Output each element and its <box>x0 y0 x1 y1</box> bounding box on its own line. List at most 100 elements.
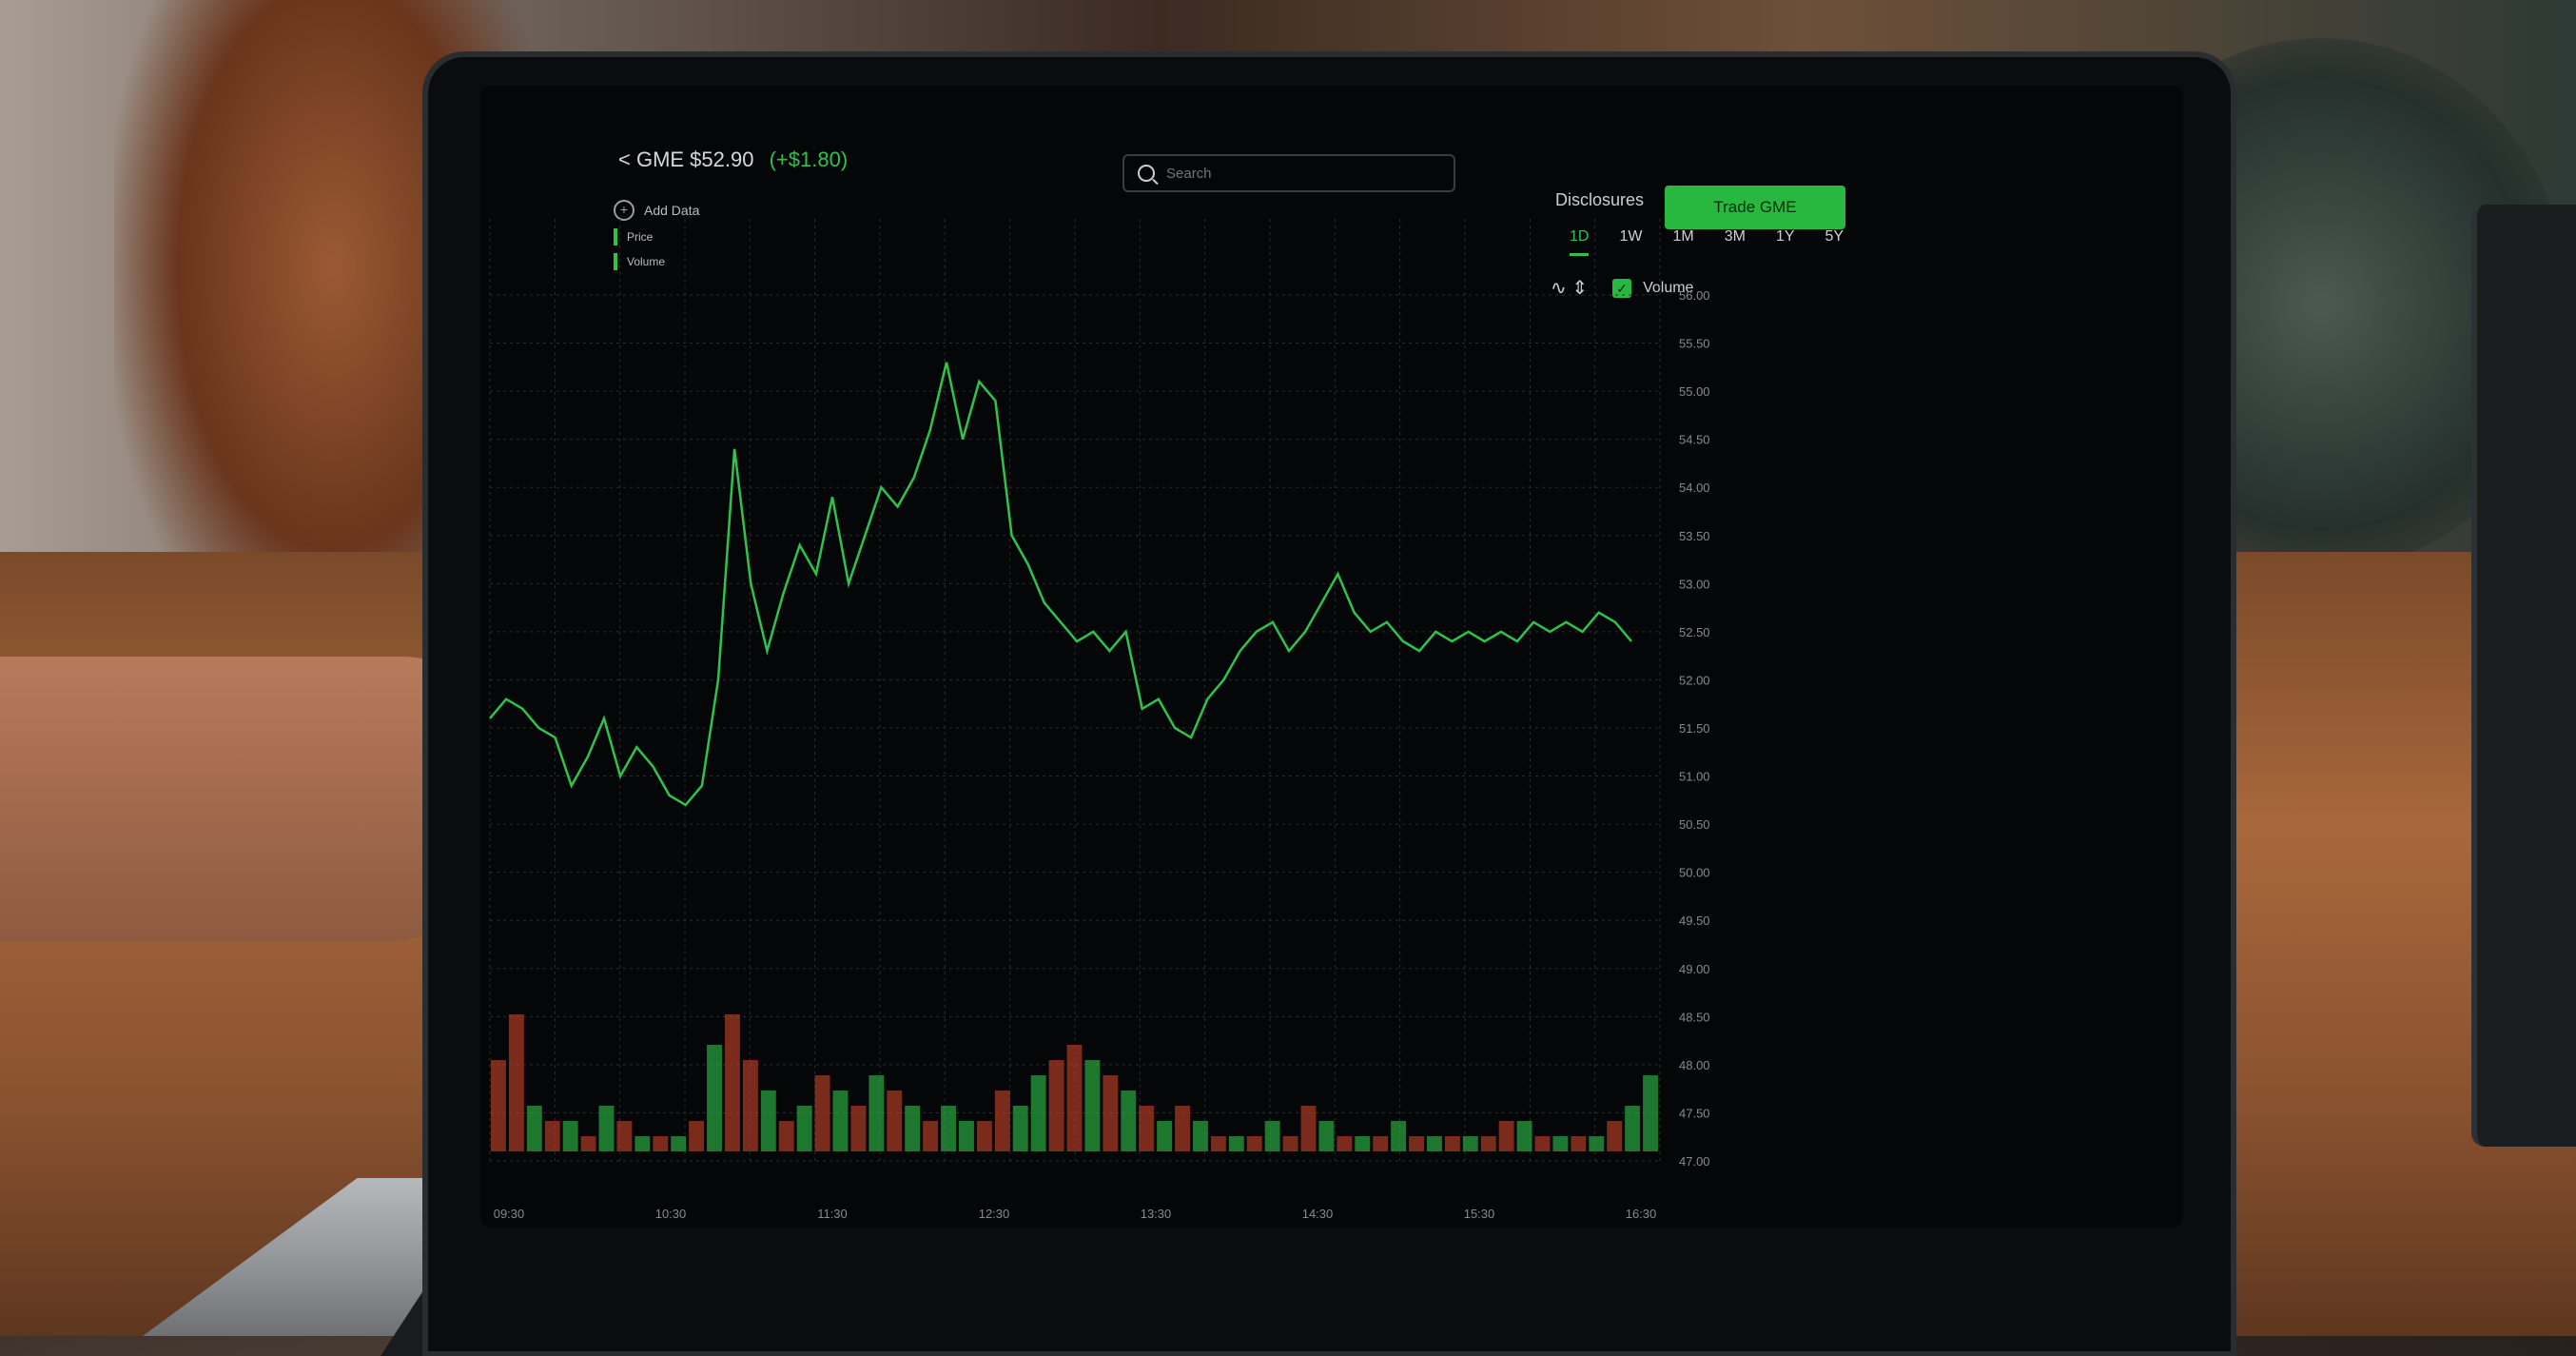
y-tick-label: 54.00 <box>1679 481 1710 495</box>
y-tick-label: 55.00 <box>1679 384 1710 399</box>
volume-bar <box>707 1045 722 1151</box>
volume-bar <box>887 1091 903 1151</box>
y-tick-label: 48.00 <box>1679 1058 1710 1072</box>
volume-bar <box>1516 1121 1532 1151</box>
volume-bar <box>526 1106 542 1151</box>
y-tick-label: 47.50 <box>1679 1106 1710 1120</box>
y-tick-label: 51.50 <box>1679 721 1710 736</box>
volume-bar <box>1571 1136 1587 1151</box>
volume-bar <box>1552 1136 1569 1151</box>
volume-toggle-label: Volume <box>1643 279 1694 296</box>
trade-button[interactable]: Trade GME <box>1665 186 1845 229</box>
volume-toggle[interactable]: ✓ Volume <box>1612 278 1694 298</box>
tab-1m[interactable]: 1M <box>1672 228 1694 245</box>
volume-bar <box>976 1121 992 1151</box>
volume-bar <box>1498 1121 1514 1151</box>
volume-bar <box>1462 1136 1478 1151</box>
volume-bar <box>1139 1106 1155 1151</box>
x-tick-label: 11:30 <box>817 1207 848 1221</box>
volume-bar <box>562 1121 578 1151</box>
y-tick-label: 52.50 <box>1679 625 1710 639</box>
legend-label: Price <box>627 230 654 244</box>
volume-bar <box>742 1060 758 1151</box>
volume-bar <box>814 1075 830 1151</box>
volume-bar <box>1157 1121 1173 1151</box>
volume-bar <box>1318 1121 1335 1151</box>
volume-bar <box>1643 1075 1658 1151</box>
price-line <box>489 362 1632 807</box>
search-input[interactable] <box>1164 164 1406 183</box>
volume-bar <box>1480 1136 1496 1151</box>
tab-1d[interactable]: 1D <box>1570 228 1590 256</box>
volume-bar <box>1228 1136 1244 1151</box>
volume-bar <box>868 1075 885 1151</box>
volume-bar <box>832 1091 849 1151</box>
disclosures-link[interactable]: Disclosures <box>1555 190 1645 209</box>
search-box[interactable] <box>1122 154 1455 192</box>
volume-bar <box>1391 1121 1407 1151</box>
x-tick-label: 10:30 <box>655 1207 687 1221</box>
add-data-label: Add Data <box>644 203 700 218</box>
volume-bar <box>1264 1121 1280 1151</box>
y-tick-label: 50.00 <box>1679 866 1710 880</box>
y-tick-label: 49.00 <box>1679 962 1710 976</box>
timeframe-tabs: 1D 1W 1M 3M 1Y 5Y <box>1570 228 1844 256</box>
x-tick-label: 09:30 <box>494 1207 525 1221</box>
volume-bar <box>1589 1136 1605 1151</box>
volume-bar <box>760 1091 776 1151</box>
y-tick-label: 55.50 <box>1679 337 1710 351</box>
volume-bar <box>671 1136 687 1151</box>
y-tick-label: 52.00 <box>1679 673 1710 687</box>
volume-bar <box>544 1121 560 1151</box>
tab-3m[interactable]: 3M <box>1724 228 1746 245</box>
legend-label: Volume <box>627 255 666 268</box>
volume-bar <box>1103 1075 1119 1151</box>
price-chart[interactable]: 56.00 55.50 55.00 54.50 54.00 53.50 53.00 52.50… <box>480 86 2183 1228</box>
volume-bar <box>923 1121 939 1151</box>
volume-bar <box>941 1106 956 1151</box>
volume-bar <box>1121 1091 1137 1151</box>
volume-bar <box>994 1091 1010 1151</box>
volume-bar <box>1246 1136 1262 1151</box>
volume-bar <box>905 1106 921 1151</box>
line-chart-icon[interactable]: ∿ ⇕ <box>1551 278 1589 299</box>
y-tick-label: 56.00 <box>1679 288 1710 303</box>
plus-icon: + <box>614 200 634 221</box>
volume-bar <box>725 1014 740 1151</box>
search-icon <box>1138 165 1155 182</box>
legend-item-volume[interactable]: Volume <box>614 253 665 270</box>
volume-bar <box>653 1136 669 1151</box>
volume-bar <box>1012 1106 1028 1151</box>
volume-bar <box>598 1106 615 1151</box>
volume-bar <box>1607 1121 1623 1151</box>
x-tick-label: 16:30 <box>1626 1207 1657 1221</box>
x-tick-label: 12:30 <box>979 1207 1010 1221</box>
volume-bar <box>616 1121 633 1151</box>
x-tick-label: 14:30 <box>1302 1207 1334 1221</box>
volume-bar <box>689 1121 705 1151</box>
y-tick-label: 48.50 <box>1679 1010 1710 1024</box>
volume-bar <box>1048 1060 1064 1151</box>
y-tick-label: 53.00 <box>1679 577 1710 591</box>
legend-swatch <box>614 253 617 270</box>
volume-bar <box>796 1106 812 1151</box>
volume-bar <box>491 1060 506 1151</box>
legend-item-price[interactable]: Price <box>614 228 665 246</box>
volume-bar <box>1427 1136 1442 1151</box>
checkbox-checked-icon: ✓ <box>1612 278 1632 298</box>
chart-options: ∿ ⇕ ✓ Volume <box>1551 276 1693 300</box>
volume-bar <box>634 1136 651 1151</box>
tab-1w[interactable]: 1W <box>1619 228 1643 245</box>
volume-bar <box>1409 1136 1424 1151</box>
x-tick-label: 15:30 <box>1464 1207 1495 1221</box>
x-tick-label: 13:30 <box>1141 1207 1172 1221</box>
ticker-header[interactable]: < GME $52.90 (+$1.80) <box>618 147 848 172</box>
tab-5y[interactable]: 5Y <box>1825 228 1844 245</box>
tab-1y[interactable]: 1Y <box>1775 228 1795 245</box>
y-tick-label: 49.50 <box>1679 914 1710 928</box>
add-data-button[interactable]: + Add Data <box>614 200 699 221</box>
volume-bar <box>1337 1136 1353 1151</box>
volume-bar <box>1534 1136 1551 1151</box>
chart-legend: Price Volume <box>614 228 665 278</box>
volume-bar <box>1066 1045 1083 1151</box>
